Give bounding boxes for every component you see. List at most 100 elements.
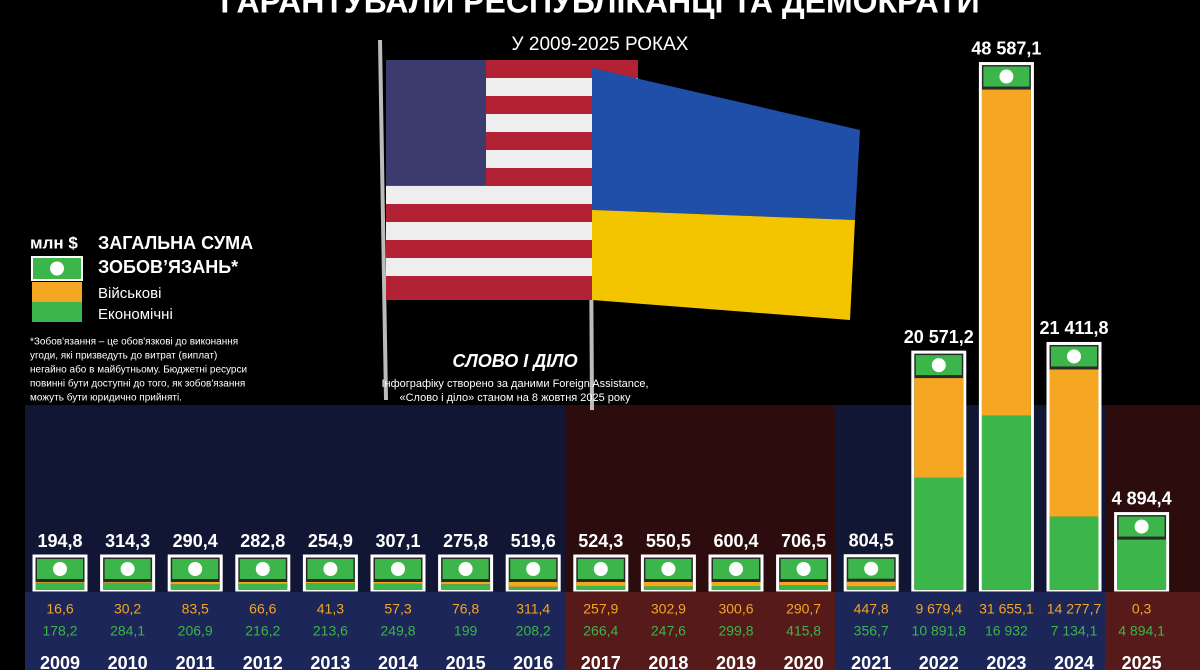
legend-title: ЗАГАЛЬНА СУМА: [98, 233, 253, 253]
value-label: 66,6: [249, 601, 276, 617]
value-label: 30,2: [114, 601, 141, 617]
bar-segment: [576, 582, 626, 586]
value-label: 83,5: [182, 601, 209, 617]
total-label: 706,5: [781, 531, 826, 551]
bar-segment: [981, 89, 1031, 416]
footnote-line: угоди, які призведуть до витрат (виплат): [30, 351, 217, 362]
footnote: *Зобов'язання – це обов'язкові до викона…: [30, 336, 247, 404]
bar-segment: [441, 582, 491, 585]
total-label: 804,5: [849, 530, 894, 550]
bar-segment: [779, 585, 829, 590]
value-label: 76,8: [452, 601, 479, 617]
bar-segment: [103, 582, 153, 590]
value-label: 447,8: [854, 601, 889, 617]
x-tick-label: 2014: [378, 653, 418, 670]
bar-segment: [846, 581, 896, 587]
value-label: 9 679,4: [915, 601, 962, 617]
money-icon: [1134, 519, 1149, 534]
money-icon: [593, 562, 608, 576]
value-label: 290,7: [786, 601, 821, 617]
value-label: 247,6: [651, 623, 686, 639]
total-label: 4 894,4: [1112, 488, 1172, 508]
legend-title: ЗОБОВ’ЯЗАНЬ*: [98, 257, 238, 277]
bar-segment: [643, 586, 693, 590]
total-label: 194,8: [37, 531, 82, 551]
value-label: 10 891,8: [912, 623, 967, 639]
value-label: 299,8: [718, 623, 753, 639]
bar-segment: [643, 582, 693, 587]
bar-segment: [35, 582, 85, 590]
legend-label: Економічні: [98, 306, 173, 323]
bar-segment: [170, 582, 220, 585]
value-label: 415,8: [786, 623, 821, 639]
total-label: 48 587,1: [971, 38, 1041, 58]
x-tick-label: 2012: [243, 653, 283, 670]
footnote-line: повинні бути доступні до того, як зобов'…: [30, 378, 245, 390]
total-label: 314,3: [105, 531, 150, 551]
value-label: 356,7: [854, 623, 889, 639]
bar-segment: [779, 582, 829, 586]
x-tick-label: 2025: [1122, 653, 1162, 670]
bar-segment: [1049, 369, 1099, 517]
logo: СЛОВО І ДІЛО: [452, 351, 577, 371]
total-label: 307,1: [375, 531, 420, 551]
x-tick-label: 2024: [1054, 653, 1094, 670]
chart-title: ГАРАНТУВАЛИ РЕСПУБЛІКАНЦІ ТА ДЕМОКРАТИ: [220, 0, 979, 19]
bar-segment: [238, 583, 288, 590]
value-label: 311,4: [516, 601, 550, 617]
value-label: 213,6: [313, 623, 348, 639]
bar-segment: [103, 582, 153, 583]
x-tick-label: 2021: [851, 653, 891, 670]
total-label: 600,4: [713, 531, 758, 551]
x-tick-label: 2022: [919, 653, 959, 670]
bar-segment: [576, 585, 626, 590]
money-icon: [931, 358, 946, 373]
money-icon: [255, 562, 270, 576]
x-tick-label: 2013: [310, 653, 350, 670]
bar-segment: [238, 582, 288, 584]
legend-label: Військові: [98, 285, 161, 302]
bar-segment: [914, 477, 964, 590]
total-label: 550,5: [646, 531, 691, 551]
money-icon: [999, 69, 1014, 84]
total-label: 275,8: [443, 531, 488, 551]
value-label: 178,2: [42, 623, 77, 639]
value-label: 16 932: [985, 623, 1028, 639]
x-tick-label: 2023: [986, 653, 1026, 670]
money-icon: [1067, 349, 1081, 364]
money-icon: [391, 562, 405, 576]
value-label: 266,4: [583, 623, 618, 639]
value-label: 300,6: [718, 601, 753, 617]
bar-segment: [1117, 539, 1167, 590]
source-line: Інфографіку створено за даними Foreign A…: [381, 378, 648, 390]
total-label: 290,4: [173, 531, 218, 551]
x-tick-label: 2020: [784, 653, 824, 670]
value-label: 16,6: [46, 601, 73, 617]
x-tick-label: 2018: [648, 653, 688, 670]
value-label: 14 277,7: [1047, 601, 1102, 617]
total-label: 519,6: [511, 531, 556, 551]
bar-segment: [305, 582, 355, 584]
legend-swatch: [32, 302, 82, 322]
x-tick-label: 2016: [513, 653, 553, 670]
total-label: 21 411,8: [1039, 318, 1108, 338]
source-line: «Слово і діло» станом на 8 жовтня 2025 р…: [400, 392, 631, 404]
bar-segment: [35, 582, 85, 583]
x-tick-label: 2017: [581, 653, 621, 670]
money-icon: [323, 562, 338, 576]
chart-subtitle: У 2009-2025 РОКАХ: [512, 34, 689, 55]
value-label: 41,3: [317, 601, 344, 617]
money-icon: [526, 562, 541, 576]
value-label: 0,3: [1132, 601, 1152, 617]
bar-segment: [441, 584, 491, 590]
unit-label: млн $: [30, 233, 78, 252]
value-label: 208,2: [516, 623, 551, 639]
money-icon: [864, 561, 879, 576]
money-icon: [661, 562, 676, 576]
bar-segment: [170, 584, 220, 590]
money-icon: [729, 562, 743, 576]
x-tick-label: 2015: [446, 653, 486, 670]
bar-segment: [373, 583, 423, 590]
total-label: 254,9: [308, 531, 353, 551]
